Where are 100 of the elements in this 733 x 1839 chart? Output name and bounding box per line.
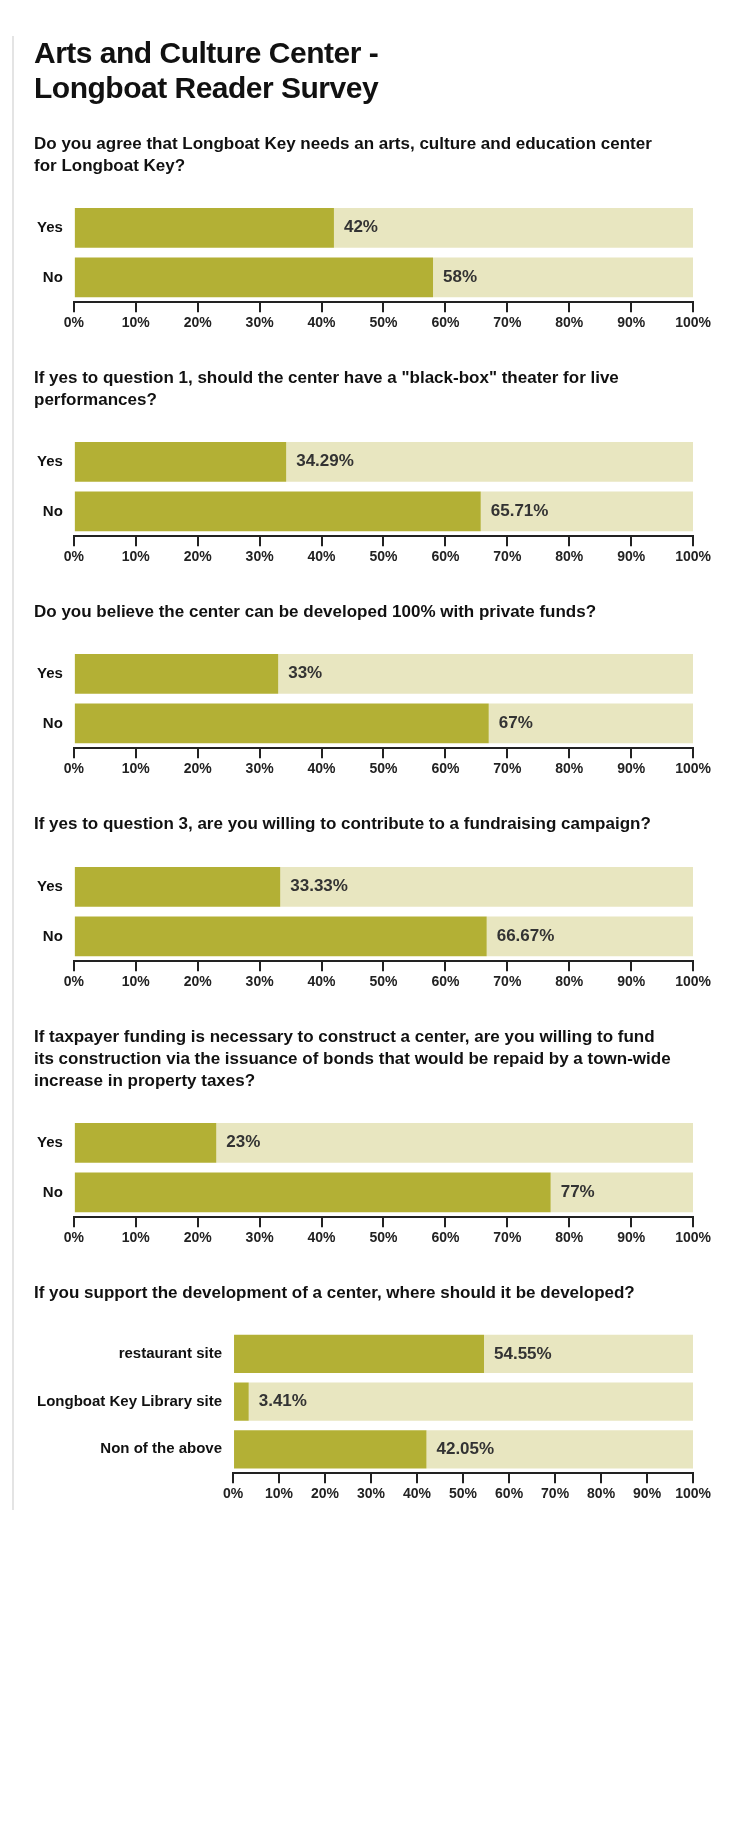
bar (486, 916, 694, 956)
x-tick-label: 30% (357, 1485, 386, 1502)
x-tick-label: 20% (311, 1485, 340, 1502)
bar (488, 704, 694, 744)
bar (74, 491, 481, 532)
x-tick-label: 50% (369, 548, 399, 565)
chart-subtitle: If you support the development of a center, where should it be developed? (34, 1281, 636, 1304)
bar (278, 654, 694, 695)
x-tick-label: 0% (63, 973, 85, 990)
y-tick-label: Yes (36, 664, 63, 682)
bar (280, 866, 694, 907)
x-tick-label: 10% (121, 1229, 151, 1246)
bar (433, 257, 694, 298)
x-tick-label: 60% (431, 760, 460, 777)
x-tick-label: 30% (245, 973, 275, 990)
x-tick-label: 30% (245, 548, 275, 565)
y-tick-label: restaurant site (118, 1343, 223, 1361)
x-tick-label: 70% (493, 760, 522, 777)
x-tick-label: 50% (449, 1485, 478, 1502)
bar (74, 704, 489, 744)
y-tick-label: No (42, 501, 63, 519)
x-tick-label: 60% (431, 548, 460, 565)
x-tick-label: 20% (183, 760, 213, 777)
bar (74, 1172, 551, 1213)
bar (426, 1430, 694, 1469)
x-tick-label: 80% (555, 760, 584, 777)
x-tick-label: 80% (555, 973, 584, 990)
x-tick-label: 50% (369, 314, 399, 331)
data-label: 77% (560, 1181, 595, 1201)
x-tick-label: 80% (555, 314, 584, 331)
x-tick-label: 80% (555, 1229, 584, 1246)
x-tick-label: 40% (307, 760, 337, 777)
x-tick-label: 50% (369, 760, 399, 777)
x-tick-label: 80% (587, 1485, 616, 1502)
x-tick-label: 70% (493, 1229, 522, 1246)
bar (74, 654, 279, 695)
x-tick-label: 10% (121, 548, 151, 565)
data-label: 23% (226, 1132, 261, 1152)
chart-subtitle: Do you agree that Longboat Key needs an arts, culture and education center for Longboat Key? (34, 133, 653, 178)
x-tick-label: 40% (307, 314, 337, 331)
data-label: 42.05% (436, 1438, 495, 1458)
x-tick-label: 90% (617, 548, 646, 565)
bar (74, 257, 434, 298)
chart-subtitle: If yes to question 1, should the center have a "black-box" theater for live performances? (34, 367, 620, 412)
x-tick-label: 100% (675, 314, 712, 331)
x-tick-label: 30% (245, 314, 275, 331)
x-tick-label: 20% (183, 314, 213, 331)
x-tick-label: 90% (617, 973, 646, 990)
y-tick-label: Yes (36, 1132, 63, 1150)
x-tick-label: 60% (431, 973, 460, 990)
x-tick-label: 40% (403, 1485, 432, 1502)
data-label: 58% (443, 267, 478, 287)
x-tick-label: 30% (245, 1229, 275, 1246)
x-tick-label: 10% (121, 314, 151, 331)
data-label: 3.41% (258, 1391, 307, 1411)
x-tick-label: 90% (617, 760, 646, 777)
x-tick-label: 0% (63, 1229, 85, 1246)
bar (74, 208, 334, 248)
bar (286, 442, 694, 483)
x-tick-label: 20% (183, 548, 213, 565)
x-tick-label: 100% (675, 760, 712, 777)
x-tick-label: 90% (617, 1229, 646, 1246)
data-label: 33% (288, 663, 323, 683)
x-tick-label: 10% (121, 760, 151, 777)
x-tick-label: 0% (63, 760, 85, 777)
x-tick-label: 10% (121, 973, 151, 990)
x-tick-label: 40% (307, 548, 337, 565)
bar (74, 866, 281, 907)
y-tick-label: Yes (36, 876, 63, 894)
x-tick-label: 30% (245, 760, 275, 777)
bar (550, 1172, 694, 1213)
x-tick-label: 100% (675, 1229, 712, 1246)
y-tick-label: Yes (36, 218, 63, 236)
x-tick-label: 70% (541, 1485, 570, 1502)
x-tick-label: 70% (493, 314, 522, 331)
x-tick-label: 100% (675, 973, 712, 990)
data-label: 33.33% (290, 876, 348, 896)
x-tick-label: 0% (222, 1485, 244, 1502)
chart-subtitle: Do you believe the center can be developed 100% with private funds? (34, 601, 598, 624)
y-tick-label: No (42, 926, 63, 944)
bar (333, 208, 694, 248)
y-tick-label: No (42, 714, 63, 732)
x-tick-label: 100% (675, 548, 712, 565)
bar (216, 1122, 694, 1163)
bar (74, 1122, 217, 1163)
bar (234, 1382, 249, 1421)
y-tick-label: No (42, 1182, 63, 1200)
x-tick-label: 40% (307, 1229, 337, 1246)
x-tick-label: 60% (495, 1485, 524, 1502)
x-tick-label: 70% (493, 548, 522, 565)
data-label: 54.55% (494, 1343, 552, 1363)
data-label: 65.71% (490, 501, 549, 521)
data-label: 34.29% (296, 451, 354, 471)
x-tick-label: 50% (369, 1229, 399, 1246)
bar (234, 1334, 484, 1373)
y-tick-label: No (42, 267, 63, 285)
y-tick-label: Yes (36, 452, 63, 470)
bar (248, 1382, 694, 1421)
data-label: 42% (343, 217, 378, 237)
data-label: 67% (498, 713, 533, 733)
